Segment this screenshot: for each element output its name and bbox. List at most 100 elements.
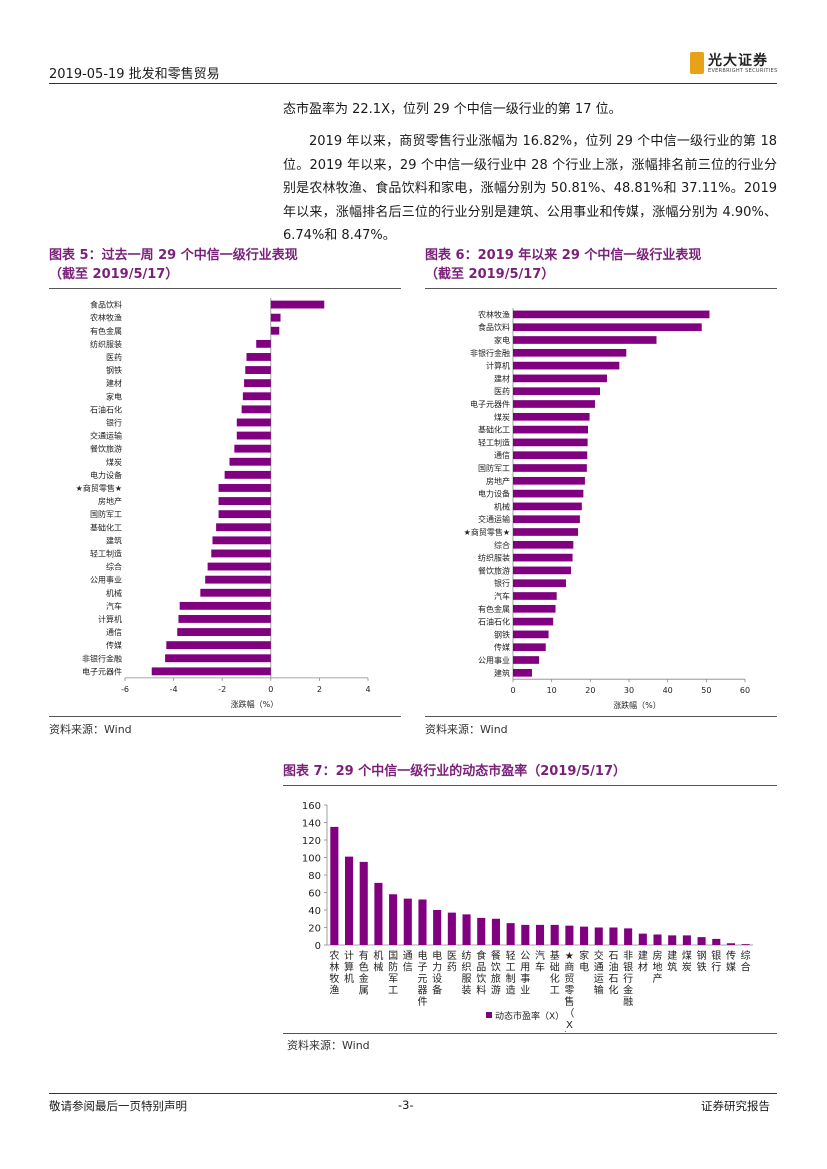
header-date-section: 2019-05-19 批发和零售贸易 xyxy=(49,67,220,82)
fig6-bar xyxy=(513,374,607,383)
fig7-bar xyxy=(565,925,574,945)
fig5-x-tick-label: -6 xyxy=(121,685,129,694)
fig7-bar xyxy=(535,924,545,945)
fig5-bar xyxy=(256,339,271,348)
fig5-bar xyxy=(242,392,271,401)
fig5-bar xyxy=(207,562,271,571)
fig6-bar xyxy=(513,310,710,319)
fig6-category-label: 钢铁 xyxy=(494,629,510,639)
paragraph-2: 2019 年以来，商贸零售行业涨幅为 16.82%，位列 29 个中信一级行业的… xyxy=(283,134,777,243)
fig7-bar xyxy=(374,882,383,945)
footer-disclaimer: 敬请参阅最后一页特别声明 xyxy=(49,1099,187,1113)
fig7-bar xyxy=(712,938,721,945)
footer-report-type: 证券研究报告 xyxy=(701,1099,770,1113)
logo-text-cn: 光大证券 xyxy=(708,53,768,69)
fig7-category-label: 计算机 xyxy=(344,949,354,985)
fig5-bar xyxy=(229,457,271,466)
fig6-bar xyxy=(513,515,580,524)
fig6-bar xyxy=(513,617,554,626)
fig5-bar xyxy=(218,484,271,492)
fig6-x-tick-label: 40 xyxy=(663,686,673,695)
fig5-category-label: 有色金属 xyxy=(90,326,122,336)
fig6-title-line2: （截至 2019/5/17） xyxy=(425,267,555,282)
fig6-category-label: 通信 xyxy=(494,450,510,460)
fig5-source: 资料来源：Wind xyxy=(49,723,132,736)
fig7-category-label: 通信 xyxy=(403,950,413,974)
fig6-category-label: 餐饮旅游 xyxy=(478,565,510,575)
fig7-category-label: 石油石化 xyxy=(608,951,618,997)
fig6-category-label: 煤炭 xyxy=(494,412,510,422)
fig6-bar xyxy=(513,643,546,652)
fig7-chart: 0 20 40 60 80 100 120 140 160 农林牧渔计算机有色金属机械国防军工通信… xyxy=(302,801,753,1032)
fig5-x-tick-label: -4 xyxy=(170,685,178,694)
fig7-bar xyxy=(330,826,339,945)
fig7-category-label: ★商贸零售（X） xyxy=(564,951,574,1032)
fig5-bar xyxy=(178,615,271,623)
fig6-category-label: 轻工制造 xyxy=(478,437,510,447)
fig6-source: 资料来源：Wind xyxy=(425,723,508,736)
fig5-bar xyxy=(270,300,325,309)
footer-rule xyxy=(49,1093,777,1094)
fig7-category-label: 电力设备 xyxy=(432,949,442,997)
fig5-bar xyxy=(211,549,271,558)
fig5-bar xyxy=(236,418,271,427)
fig6-category-label: 食品饮料 xyxy=(478,322,510,332)
fig7-bar xyxy=(491,918,500,945)
fig5-bar xyxy=(218,497,271,505)
fig5-bar xyxy=(205,575,271,584)
fig7-bar xyxy=(624,928,633,945)
fig6-x-tick-label: 10 xyxy=(547,686,557,695)
fig6-chart: 0 10 20 30 40 50 60 涨跌幅（%） 农林牧渔食品饮料家电非银行金融计算机建材医… xyxy=(464,308,750,710)
fig6-bar xyxy=(513,668,532,677)
fig7-bar xyxy=(433,910,442,945)
fig6-bar xyxy=(513,451,588,460)
fig5-category-label: 汽车 xyxy=(106,601,122,611)
fig7-bar xyxy=(418,899,427,945)
fig6-bar xyxy=(513,336,657,344)
fig7-y-tick-label: 20 xyxy=(308,924,321,935)
fig7-category-label: 基础化工 xyxy=(550,949,560,997)
fig7-bar xyxy=(609,927,618,945)
fig7-bar xyxy=(344,856,354,945)
fig6-x-tick-label: 0 xyxy=(510,686,515,695)
fig5-category-label: 建筑 xyxy=(106,535,122,545)
fig6-x-tick-label: 30 xyxy=(624,686,634,695)
fig7-y-tick-label: 100 xyxy=(302,854,321,865)
fig6-category-label: 家电 xyxy=(494,335,510,345)
fig6-bar xyxy=(513,502,582,511)
header-rule xyxy=(49,83,777,84)
fig6-category-label: 建材 xyxy=(494,373,510,383)
fig6-x-tick-label: 20 xyxy=(585,686,595,695)
fig7-category-label: 综合 xyxy=(741,949,751,974)
fig5-category-label: 机械 xyxy=(106,588,122,598)
fig7-y-tick-label: 120 xyxy=(302,836,321,847)
fig6-title-line1: 图表 6：2019 年以来 29 个中信一级行业表现 xyxy=(425,248,702,263)
fig6-category-label: 房地产 xyxy=(486,476,510,486)
fig6-bar xyxy=(513,348,627,357)
fig7-bar xyxy=(447,912,456,945)
fig5-x-tick-label: 4 xyxy=(365,685,370,694)
fig5-category-label: 轻工制造 xyxy=(90,548,122,558)
fig7-bar xyxy=(580,926,589,945)
fig6-category-label: 基础化工 xyxy=(478,425,510,435)
fig6-category-label: ★商贸零售★ xyxy=(464,527,510,537)
fig6-category-label: 医药 xyxy=(494,386,510,396)
fig6-bar xyxy=(513,489,584,498)
fig7-category-label: 钢铁 xyxy=(697,949,707,974)
fig7-category-label: 建材 xyxy=(638,949,648,974)
fig5-category-label: 电力设备 xyxy=(90,470,122,480)
fig5-bar xyxy=(241,405,271,414)
fig6-bar xyxy=(513,425,589,434)
fig6-title: 图表 6：2019 年以来 29 个中信一级行业表现 （截至 2019/5/17… xyxy=(425,246,701,284)
fig7-category-label: 非银行金融 xyxy=(623,950,633,1008)
fig5-bar xyxy=(270,313,281,322)
fig5-category-label: 电子元器件 xyxy=(82,666,122,676)
fig7-bar xyxy=(389,894,398,945)
fig6-bar xyxy=(513,566,571,575)
fig5-bar xyxy=(218,510,271,519)
fig6-category-label: 国防军工 xyxy=(478,463,510,473)
fig5-category-label: 医药 xyxy=(106,352,122,362)
fig5-x-axis-title: 涨跌幅（%） xyxy=(231,699,279,709)
fig5-category-label: 农林牧渔 xyxy=(90,313,122,323)
fig7-bar xyxy=(506,923,515,945)
